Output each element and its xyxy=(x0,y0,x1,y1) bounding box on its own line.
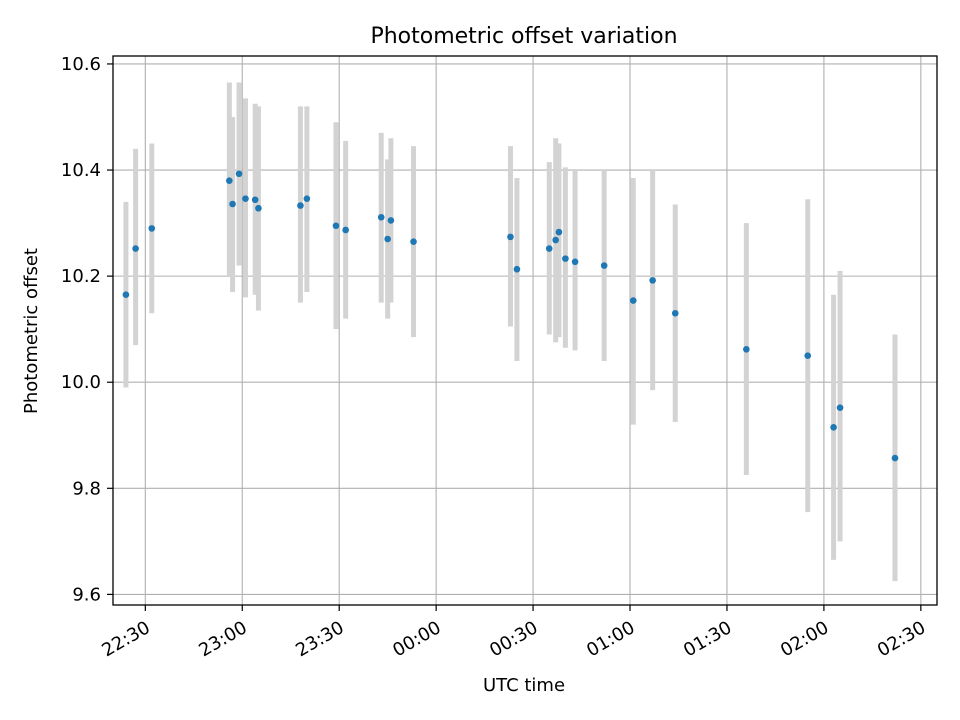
data-point xyxy=(297,202,304,209)
data-point xyxy=(332,222,340,230)
chart-title: Photometric offset variation xyxy=(370,24,677,49)
data-point xyxy=(226,177,233,184)
y-tick-label: 9.6 xyxy=(72,584,101,605)
data-point xyxy=(804,352,812,359)
data-point xyxy=(384,235,391,243)
y-tick-label: 9.8 xyxy=(72,478,101,499)
data-point xyxy=(836,404,844,411)
y-axis-label: Photometric offset xyxy=(21,248,42,414)
grid-lines xyxy=(113,56,937,605)
data-point xyxy=(629,297,637,304)
data-point xyxy=(410,238,417,245)
data-point xyxy=(251,196,259,204)
data-point xyxy=(507,233,514,241)
x-axis-label: UTC time xyxy=(483,675,565,696)
data-point xyxy=(743,346,750,353)
data-point xyxy=(552,236,559,244)
data-point xyxy=(148,225,156,232)
data-point xyxy=(671,309,679,317)
data-point xyxy=(122,291,130,298)
data-point xyxy=(600,262,608,269)
data-point xyxy=(571,258,579,266)
y-tick-label: 10.4 xyxy=(61,160,101,181)
data-point xyxy=(562,255,569,262)
data-point xyxy=(303,195,311,202)
data-points xyxy=(122,170,899,462)
data-point xyxy=(229,200,236,208)
data-point xyxy=(555,228,563,236)
data-point xyxy=(255,204,262,212)
y-tick-label: 10.2 xyxy=(61,266,101,287)
data-point xyxy=(891,454,899,462)
data-point xyxy=(377,213,385,221)
data-point xyxy=(235,170,243,178)
data-point xyxy=(387,217,395,224)
data-point xyxy=(649,277,656,284)
y-tick-label: 10.0 xyxy=(61,372,101,393)
data-point xyxy=(342,226,349,234)
y-axis-ticks: 9.6 9.8 10.0 10.2 10.4 10.6 xyxy=(61,54,113,605)
data-point xyxy=(242,195,249,202)
data-point xyxy=(830,424,837,431)
data-point xyxy=(132,245,139,252)
plot-frame xyxy=(112,55,938,606)
data-point xyxy=(545,245,553,252)
y-tick-label: 10.6 xyxy=(61,54,101,75)
data-point xyxy=(513,265,521,273)
